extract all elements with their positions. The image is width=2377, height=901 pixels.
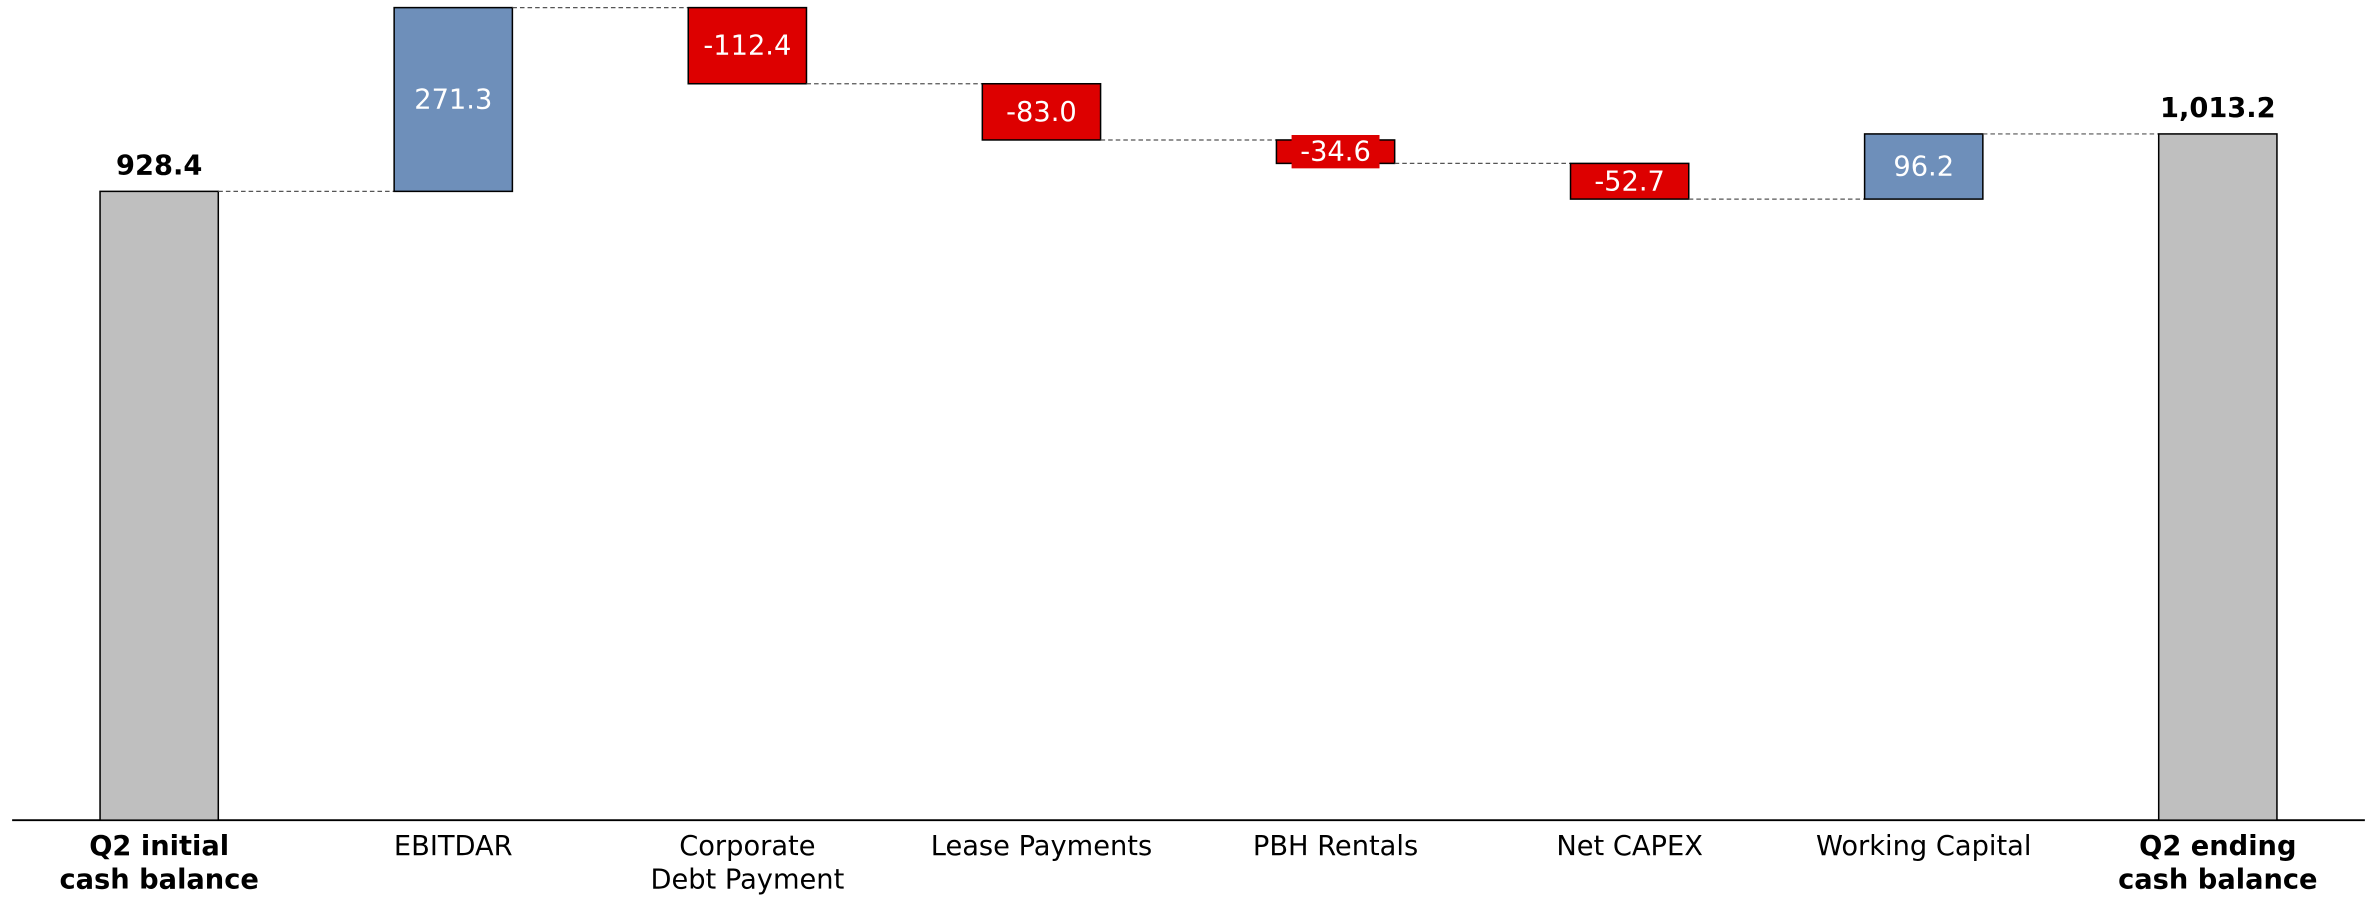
value-label: 271.3	[414, 85, 492, 116]
bar	[1863, 133, 1984, 200]
value-label: 96.2	[1893, 152, 1954, 183]
x-tick-label: cash balance	[59, 864, 258, 895]
x-tick-label: Net CAPEX	[1556, 831, 1703, 862]
bar	[687, 6, 808, 85]
bar	[393, 6, 514, 193]
value-label: -83.0	[1006, 97, 1077, 128]
x-tick-label: EBITDAR	[394, 831, 513, 862]
bar	[1569, 162, 1690, 200]
value-label: -52.7	[1594, 166, 1665, 197]
x-tick-label: Q2 initial	[89, 831, 229, 862]
value-label: -34.6	[1300, 137, 1371, 168]
x-tick-label: Lease Payments	[931, 831, 1152, 862]
bar	[981, 82, 1102, 141]
x-tick-label: Debt Payment	[650, 864, 844, 895]
value-label: 1,013.2	[2160, 93, 2276, 124]
value-label: 928.4	[116, 151, 202, 182]
label-background	[1291, 135, 1380, 169]
x-tick-label: Working Capital	[1816, 831, 2031, 862]
bar	[2157, 133, 2278, 821]
x-tick-label: cash balance	[2118, 864, 2317, 895]
x-tick-label: Q2 ending	[2139, 831, 2296, 862]
bar	[99, 190, 220, 821]
x-tick-label: Corporate	[679, 831, 815, 862]
x-tick-label: PBH Rentals	[1253, 831, 1418, 862]
value-label: -112.4	[703, 31, 791, 62]
